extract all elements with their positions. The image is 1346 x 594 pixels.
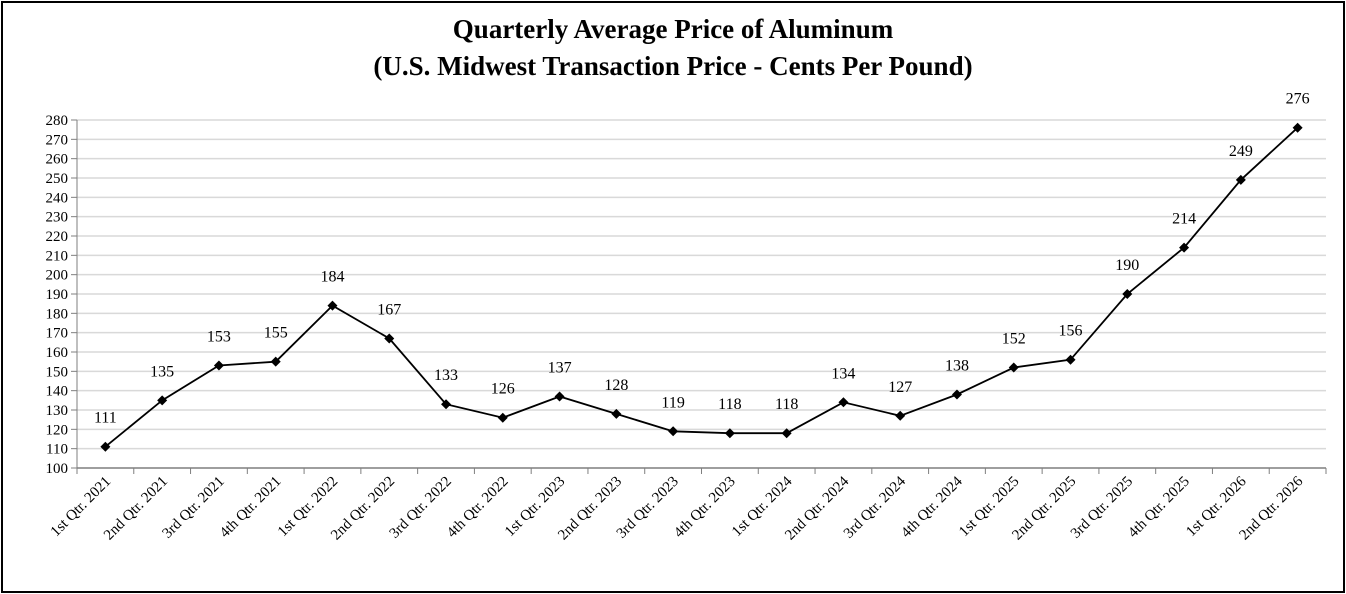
data-point [384, 333, 395, 344]
data-point [611, 408, 622, 419]
x-tick-label: 4th Qtr. 2024 [898, 473, 966, 541]
y-tick-label: 110 [46, 442, 68, 458]
data-point [781, 428, 792, 439]
data-label: 118 [718, 396, 741, 413]
data-label: 126 [491, 381, 515, 398]
data-label: 190 [1115, 257, 1139, 274]
y-tick-label: 100 [46, 461, 69, 477]
y-tick-label: 210 [46, 248, 69, 264]
data-point [327, 300, 338, 311]
data-label: 156 [1059, 323, 1083, 340]
y-tick-label: 250 [46, 171, 69, 187]
data-label: 184 [320, 269, 344, 286]
y-tick-label: 170 [46, 326, 69, 342]
data-label: 128 [604, 377, 628, 394]
y-tick-label: 150 [46, 364, 69, 380]
y-tick-label: 220 [46, 229, 69, 245]
data-point [270, 356, 281, 367]
data-point [1008, 362, 1019, 373]
data-point [951, 389, 962, 400]
data-label: 167 [377, 301, 401, 318]
data-label: 134 [831, 365, 855, 382]
data-label: 214 [1172, 211, 1196, 228]
data-point [100, 441, 111, 452]
gridlines [77, 119, 1326, 450]
y-tick-label: 230 [46, 210, 69, 226]
data-point [1235, 174, 1246, 185]
x-tick-label: 4th Qtr. 2022 [444, 474, 512, 542]
data-point [838, 397, 849, 408]
y-axis-ticks: 100 110 120 130 140 150 160 170 180 190 200 210 220 2… [46, 113, 77, 477]
data-point [213, 360, 224, 371]
data-label: 153 [207, 329, 231, 346]
x-tick-label: 4th Qtr. 2021 [217, 474, 285, 542]
data-label: 276 [1286, 91, 1310, 108]
series-line [104, 127, 1299, 448]
data-point [1122, 289, 1133, 299]
data-point [1292, 122, 1303, 133]
data-label: 155 [264, 325, 288, 342]
data-point [724, 428, 735, 439]
data-label: 111 [94, 410, 117, 427]
x-tick-label: 4th Qtr. 2023 [671, 474, 739, 542]
data-point [157, 395, 168, 406]
data-point [497, 412, 508, 423]
series-price [100, 122, 1303, 452]
y-tick-label: 240 [46, 190, 69, 206]
data-label: 127 [888, 379, 912, 396]
y-tick-label: 280 [46, 113, 69, 129]
y-tick-label: 200 [46, 268, 69, 284]
data-point [1179, 242, 1190, 253]
y-tick-label: 140 [46, 384, 69, 400]
y-tick-label: 120 [46, 422, 69, 438]
data-point [441, 399, 452, 410]
data-label: 133 [434, 367, 458, 384]
data-label: 135 [150, 363, 174, 380]
chart-title: Quarterly Average Price of Aluminum [452, 14, 894, 44]
chart-subtitle: (U.S. Midwest Transaction Price - Cents … [373, 51, 973, 81]
x-tick-label: 4th Qtr. 2025 [1125, 474, 1193, 542]
data-label: 152 [1002, 330, 1026, 347]
data-label: 118 [775, 396, 798, 413]
data-label: 138 [945, 358, 969, 375]
y-tick-label: 180 [46, 306, 69, 322]
y-tick-label: 270 [46, 132, 69, 148]
data-label: 137 [548, 359, 572, 376]
y-tick-label: 260 [46, 152, 69, 168]
y-tick-label: 190 [46, 287, 69, 303]
y-tick-label: 130 [46, 403, 69, 419]
data-point [668, 426, 679, 437]
y-tick-label: 160 [46, 345, 69, 361]
data-label: 119 [661, 394, 684, 411]
data-point [1065, 354, 1076, 365]
data-labels: 111 135 153 155 184 167 133 126 137 128 119 118 118 1… [94, 91, 1310, 427]
data-point [895, 410, 906, 421]
data-label: 249 [1229, 143, 1253, 160]
data-point [554, 391, 565, 402]
